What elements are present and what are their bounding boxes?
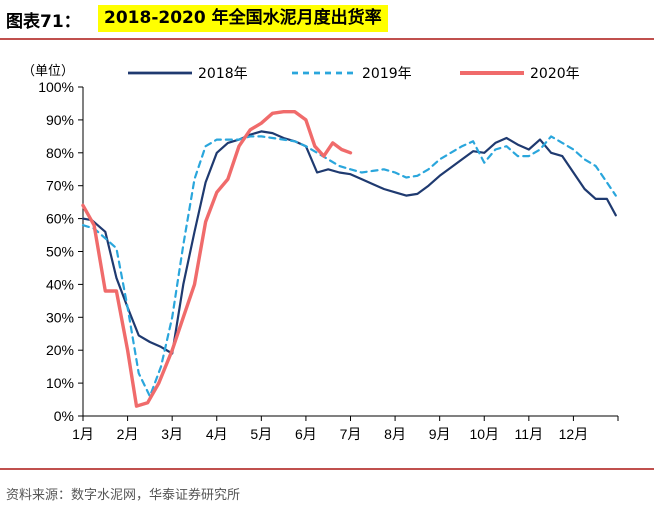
x-tick-label: 9月 <box>429 426 451 442</box>
source-note: 资料来源：数字水泥网，华泰证券研究所 <box>6 488 241 503</box>
x-tick-label: 8月 <box>384 426 406 442</box>
y-tick-label: 90% <box>46 112 74 128</box>
y-tick-label: 50% <box>46 244 74 260</box>
x-tick-label: 7月 <box>340 426 362 442</box>
bottom-rule <box>0 468 654 470</box>
y-tick-label: 60% <box>46 211 74 227</box>
x-tick-label: 6月 <box>295 426 317 442</box>
x-tick-label: 4月 <box>206 426 228 442</box>
title-row: 图表71： 2018-2020 年全国水泥月度出货率 <box>0 0 654 40</box>
x-tick-label: 1月 <box>72 426 94 442</box>
top-rule <box>0 38 654 40</box>
y-tick-label: 100% <box>38 79 74 95</box>
series-line-1 <box>81 130 617 355</box>
figure-label: 图表71： <box>6 12 81 32</box>
y-tick-label: 80% <box>46 145 74 161</box>
y-tick-label: 20% <box>46 342 74 358</box>
legend-label-3: 2020年 <box>530 66 580 82</box>
legend-label-1: 2018年 <box>198 66 248 82</box>
x-tick-label: 10月 <box>469 426 499 442</box>
line-chart: （单位） 0% 10% 20% 30% 40% 50% 60% 70% 80% 90% 100% 1月 2… <box>22 64 619 442</box>
series-line-2 <box>81 135 617 398</box>
legend-label-2: 2019年 <box>362 66 412 82</box>
x-tick-label: 5月 <box>250 426 272 442</box>
x-tick-label: 2月 <box>117 426 139 442</box>
y-tick-label: 30% <box>46 309 74 325</box>
y-tick-label: 40% <box>46 276 74 292</box>
x-tick-label: 3月 <box>161 426 183 442</box>
chart-title: 2018-2020 年全国水泥月度出货率 <box>98 5 388 32</box>
y-tick-label: 70% <box>46 178 74 194</box>
x-tick-label: 11月 <box>515 426 544 442</box>
x-tick-label: 12月 <box>559 426 589 442</box>
series-line-3 <box>81 110 353 408</box>
y-tick-label: 0% <box>54 408 74 424</box>
y-tick-label: 10% <box>46 375 74 391</box>
y-unit-label: （单位） <box>22 64 74 79</box>
